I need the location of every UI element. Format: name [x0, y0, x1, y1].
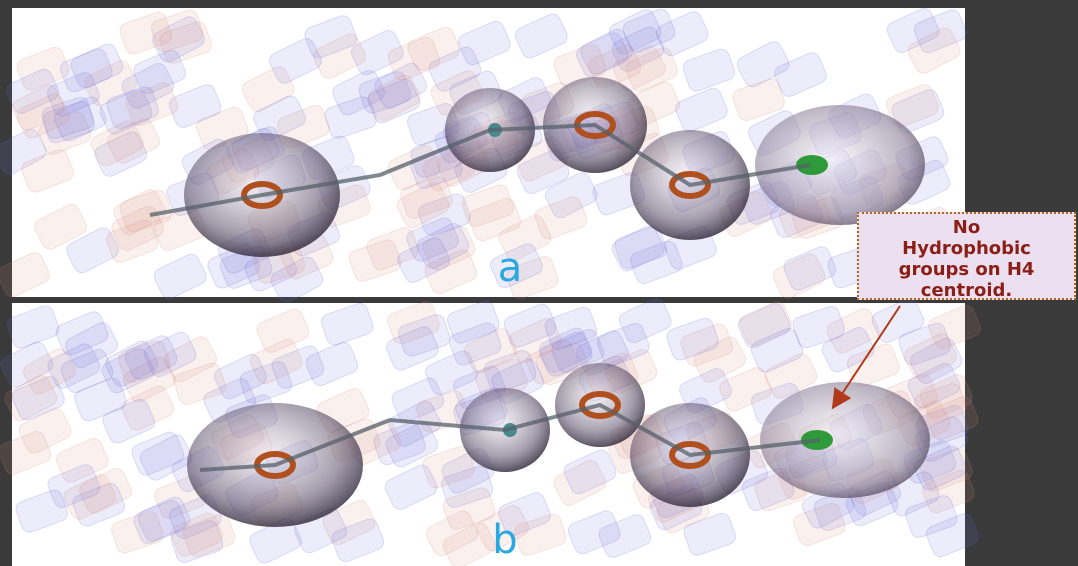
- callout-line: Hydrophobic: [859, 238, 1074, 259]
- callout-line: centroid.: [859, 280, 1074, 301]
- panel-label: b: [492, 517, 517, 563]
- panel-label: a: [498, 245, 523, 291]
- sphere: [755, 105, 925, 225]
- callout: No Hydrophobic groups on H4 centroid.: [857, 212, 1076, 300]
- sphere: [760, 382, 930, 498]
- slide: {"panels": [{"label": "a"}, {"label": "b…: [0, 0, 1078, 566]
- callout-line: groups on H4: [859, 259, 1074, 280]
- callout-line: No: [859, 217, 1074, 238]
